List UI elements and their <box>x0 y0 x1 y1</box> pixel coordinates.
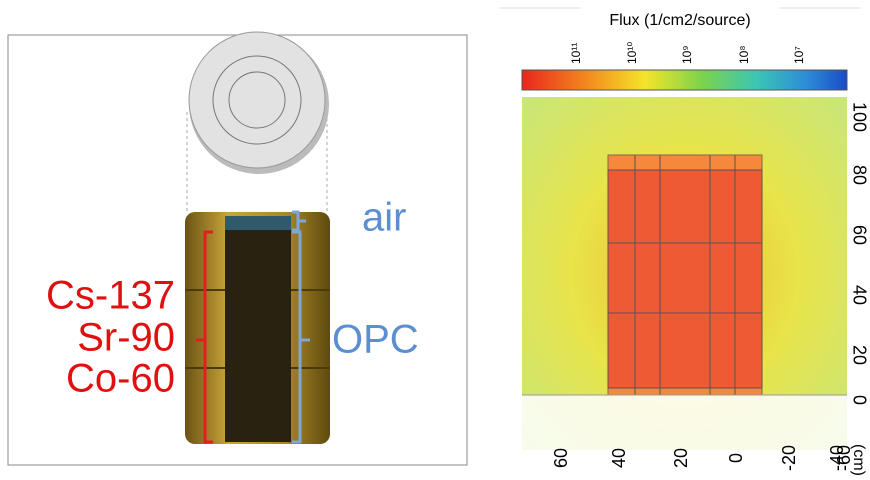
x-tick-label: 0 <box>726 453 746 463</box>
x-tick-label: 40 <box>609 448 629 468</box>
nuclide-label: Cs-137 <box>46 274 175 318</box>
x-tick-label: 20 <box>671 448 691 468</box>
y-tick-label: 80 <box>849 165 869 185</box>
y-tick-label: 40 <box>849 285 869 305</box>
y-tick-label: 0 <box>849 395 869 405</box>
y-tick-label: 60 <box>849 225 869 245</box>
figure: air Cs-137 Sr-90 Co-60 OPC Flux (1/cm2/s… <box>0 0 870 480</box>
colorbar-label: 10⁸ <box>737 46 751 64</box>
colorbar-label: 10¹⁰ <box>625 42 639 64</box>
y-tick-label: 20 <box>849 345 869 365</box>
colorbar-label: 10¹¹ <box>569 43 583 64</box>
colorbar-label: 10⁹ <box>680 46 694 65</box>
flux-title: Flux (1/cm2/source) <box>609 12 750 29</box>
y-tick-label: 100 <box>849 102 869 132</box>
matrix-label: OPC <box>332 318 419 362</box>
flux-map: Flux (1/cm2/source) 10¹¹ 10¹⁰ 10⁹ 10⁸ 10⁷ 100… <box>500 8 869 476</box>
colorbar-label: 10⁷ <box>792 46 806 64</box>
nuclide-label: Sr-90 <box>77 316 175 360</box>
x-tick-label: -20 <box>779 445 799 471</box>
x-tick-label: -60 <box>834 445 854 471</box>
air-label: air <box>362 196 406 240</box>
x-tick-label: 60 <box>551 448 571 468</box>
drum-diagram: air Cs-137 Sr-90 Co-60 OPC <box>8 32 467 465</box>
nuclide-label: Co-60 <box>66 357 175 401</box>
